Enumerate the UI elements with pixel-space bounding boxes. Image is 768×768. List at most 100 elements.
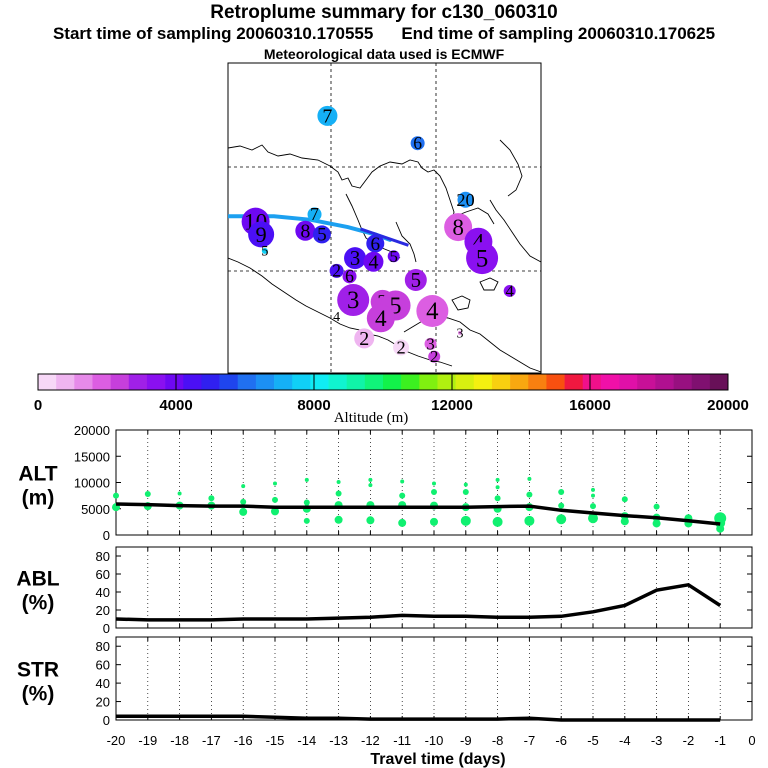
- y-tick-label: 60: [96, 567, 110, 582]
- altitude-point: [620, 517, 629, 526]
- plume-marker-label: 2: [396, 338, 405, 358]
- x-tick-label: -7: [524, 733, 536, 748]
- plume-marker-label: 6: [370, 234, 380, 255]
- colorbar-swatch: [237, 374, 257, 390]
- altitude-point: [208, 495, 215, 502]
- plume-marker: [387, 250, 400, 263]
- colorbar-swatch: [510, 374, 529, 390]
- altitude-point: [336, 479, 341, 484]
- x-tick-label: -15: [266, 733, 285, 748]
- colorbar-tick-label: 4000: [159, 397, 192, 414]
- end-time-label: End time of sampling 20060310.170625: [401, 24, 716, 43]
- x-tick-label: -8: [492, 733, 504, 748]
- x-axis-title: Travel time (days): [370, 751, 505, 768]
- plume-marker-label: 5: [317, 225, 327, 246]
- y-tick-label: 0: [103, 713, 110, 728]
- altitude-colorbar: 0 4000 8000 12000 16000 20000 Altitude (m): [34, 373, 749, 426]
- plume-marker: [424, 337, 437, 350]
- x-tick-label: -20: [107, 733, 126, 748]
- x-tick-label: -11: [393, 733, 411, 748]
- plume-marker-label: 2: [332, 261, 341, 281]
- plume-marker: [312, 225, 331, 244]
- colorbar-tick-label: 20000: [707, 397, 749, 414]
- altitude-point: [558, 502, 565, 509]
- altitude-point: [303, 517, 310, 524]
- plume-marker-label: 5: [261, 244, 268, 260]
- plume-marker-label: 5: [411, 269, 421, 292]
- plume-marker-label: 8: [300, 220, 310, 242]
- plume-marker-label: 4: [375, 306, 387, 332]
- altitude-point: [495, 485, 500, 490]
- altitude-point: [366, 516, 375, 525]
- plume-marker-label: 5: [476, 245, 488, 272]
- colorbar-swatch: [455, 374, 475, 390]
- colorbar-swatch: [600, 374, 620, 390]
- mean-altitude-line: [115, 502, 721, 526]
- x-tick-label: -2: [683, 733, 695, 748]
- altitude-point: [652, 519, 661, 528]
- colorbar-swatch: [655, 374, 674, 390]
- altitude-point: [368, 483, 373, 488]
- y-tick-label: 20: [96, 695, 110, 710]
- y-tick-label: 15000: [74, 449, 110, 464]
- altitude-point: [368, 477, 373, 482]
- colorbar-swatch: [528, 374, 547, 390]
- altitude-point: [304, 477, 309, 482]
- plume-marker-label: 6: [345, 266, 354, 286]
- y-axis-unit: (m): [22, 487, 55, 510]
- plume-marker-label: 3: [347, 287, 359, 314]
- colorbar-swatch: [201, 374, 220, 390]
- altitude-point: [144, 491, 151, 498]
- colorbar-tick-label: 12000: [431, 397, 473, 414]
- colorbar-swatch: [383, 374, 402, 390]
- plume-marker-label: 3: [426, 334, 434, 353]
- plume-marker: [329, 263, 344, 278]
- plume-marker: [393, 339, 410, 356]
- plume-marker-label: 20: [456, 190, 474, 210]
- y-tick-label: 40: [96, 585, 110, 600]
- plume-marker-label: 3: [350, 247, 360, 270]
- altitude-point: [303, 499, 310, 506]
- colorbar-swatch: [582, 374, 602, 390]
- altitude-point: [463, 482, 468, 487]
- x-tick-label: -18: [170, 733, 189, 748]
- x-tick-label: -12: [361, 733, 380, 748]
- y-tick-label: 5000: [81, 502, 110, 517]
- colorbar-swatch: [673, 374, 692, 390]
- x-tick-label: -6: [555, 733, 567, 748]
- plume-track-segment: [360, 227, 409, 247]
- altitude-point: [241, 484, 246, 489]
- colorbar-swatch: [709, 374, 729, 390]
- plume-marker: [503, 284, 516, 297]
- plume-marker: [337, 284, 370, 317]
- colorbar-tick-label: 8000: [297, 397, 330, 414]
- altitude-point: [334, 515, 343, 524]
- y-axis-unit: (%): [22, 592, 55, 615]
- chart-title: Retroplume summary for c130_060310: [210, 2, 558, 23]
- plume-marker: [363, 251, 384, 272]
- plume-marker: [444, 213, 473, 242]
- colorbar-swatch: [473, 374, 493, 390]
- x-tick-label: -14: [297, 733, 316, 748]
- y-axis-label: ALT: [18, 463, 57, 486]
- colorbar-swatch: [346, 374, 366, 390]
- colorbar-swatch: [110, 374, 130, 390]
- colorbar-swatch: [219, 374, 239, 390]
- plume-marker-label: 4: [506, 281, 515, 300]
- plume-marker: [342, 269, 357, 284]
- plume-marker: [457, 191, 474, 208]
- altitude-point: [430, 517, 438, 526]
- colorbar-swatch: [546, 374, 565, 390]
- colorbar-swatch: [564, 374, 584, 390]
- altitude-point: [527, 476, 532, 481]
- altitude-point: [271, 507, 279, 516]
- plume-marker: [261, 247, 268, 254]
- colorbar-swatch: [292, 374, 311, 390]
- x-tick-label: -19: [138, 733, 157, 748]
- y-tick-label: 80: [96, 549, 110, 564]
- plume-marker: [416, 295, 449, 327]
- altitude-point: [272, 496, 278, 503]
- altitude-point: [653, 503, 660, 510]
- plume-marker-label: 7: [310, 204, 319, 224]
- colorbar-swatch: [491, 374, 511, 390]
